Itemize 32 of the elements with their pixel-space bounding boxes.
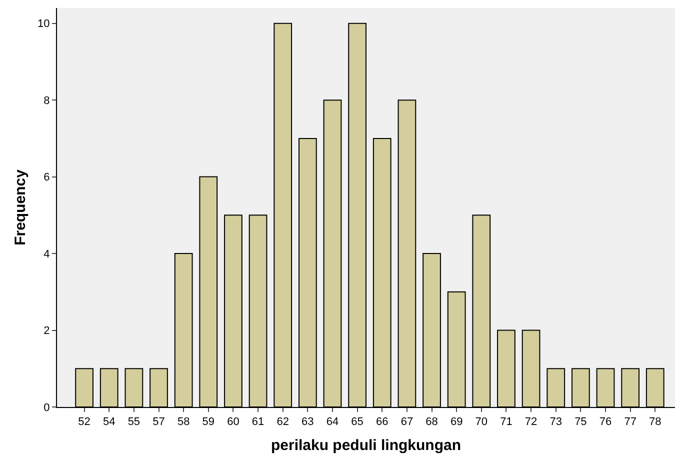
y-tick-label: 4 xyxy=(44,248,50,260)
x-tick-label: 62 xyxy=(276,416,289,428)
x-tick-label: 77 xyxy=(624,416,636,428)
x-tick-label: 76 xyxy=(599,416,612,428)
y-tick-label: 6 xyxy=(44,172,50,184)
x-tick-label: 52 xyxy=(78,416,90,428)
x-tick-label: 69 xyxy=(450,416,463,428)
y-axis-title: Frequency xyxy=(12,168,29,246)
x-tick-label: 64 xyxy=(326,416,339,428)
x-tick-label: 66 xyxy=(376,416,388,428)
x-tick-label: 65 xyxy=(351,416,364,428)
x-tick-label: 70 xyxy=(475,416,488,428)
x-tick-label: 58 xyxy=(177,416,190,428)
y-tick-label: 10 xyxy=(38,18,50,30)
x-tick-label: 57 xyxy=(152,416,165,428)
x-tick-label: 61 xyxy=(252,416,264,428)
x-tick-label: 75 xyxy=(574,416,587,428)
x-tick-label: 71 xyxy=(500,416,512,428)
x-tick-label: 68 xyxy=(426,416,438,428)
x-tick-label: 78 xyxy=(649,416,662,428)
x-tick-label: 67 xyxy=(400,416,414,428)
x-tick-label: 73 xyxy=(550,416,562,428)
x-tick-label: 60 xyxy=(227,416,240,428)
y-tick-label: 8 xyxy=(44,94,50,107)
x-tick-label: 55 xyxy=(128,416,140,428)
x-tick-label: 63 xyxy=(302,416,314,428)
x-tick-label: 54 xyxy=(102,416,116,428)
y-tick-label: 2 xyxy=(44,325,50,338)
y-tick-label: 0 xyxy=(44,402,50,414)
x-axis-title: perilaku peduli lingkungan xyxy=(270,437,462,454)
x-tick-label: 72 xyxy=(524,416,538,428)
x-tick-label: 59 xyxy=(202,416,215,428)
